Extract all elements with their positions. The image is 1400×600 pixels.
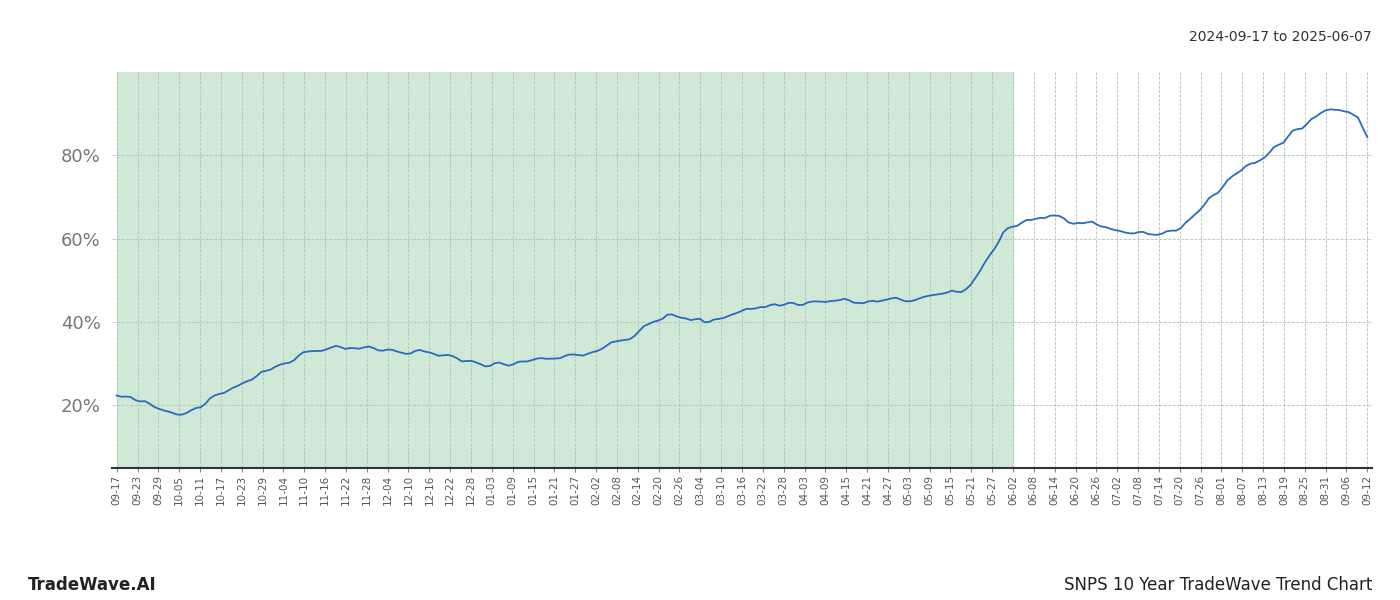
Text: SNPS 10 Year TradeWave Trend Chart: SNPS 10 Year TradeWave Trend Chart <box>1064 576 1372 594</box>
Text: 2024-09-17 to 2025-06-07: 2024-09-17 to 2025-06-07 <box>1190 30 1372 44</box>
Bar <box>116 72 1014 468</box>
Text: TradeWave.AI: TradeWave.AI <box>28 576 157 594</box>
